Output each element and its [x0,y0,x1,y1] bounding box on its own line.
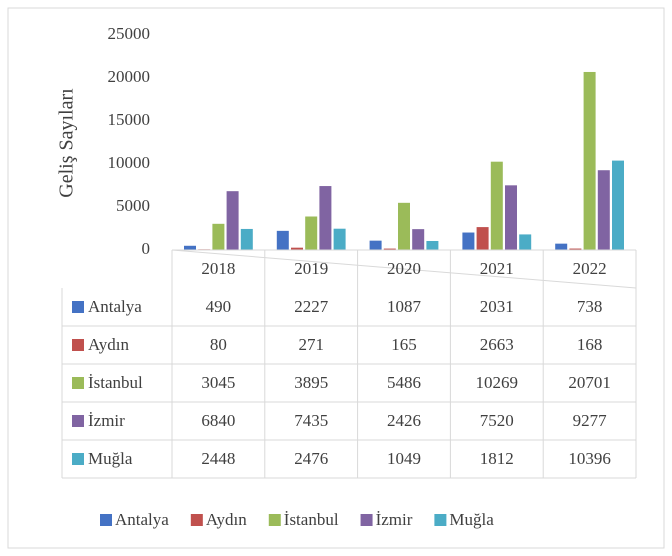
y-tick-label: 15000 [108,110,151,129]
table-legend-key [72,301,84,313]
legend-key [434,514,447,526]
table-cell: 10269 [476,373,519,392]
bar [240,228,253,250]
bar [398,202,410,250]
table-cell: 2448 [201,449,235,468]
bar [597,170,610,250]
legend-label: Aydın [206,510,247,529]
y-tick-label: 10000 [108,153,151,172]
x-tick-label: 2020 [387,259,421,278]
bar [555,243,568,250]
x-tick-label: 2021 [480,259,514,278]
table-cell: 20701 [568,373,611,392]
table-row-label: İstanbul [88,373,143,392]
table-cell: 2031 [480,297,514,316]
table-cell: 5486 [387,373,421,392]
table-cell: 7435 [294,411,328,430]
x-tick-label: 2022 [573,259,607,278]
bar [426,240,439,250]
bar [226,191,239,250]
bar [184,245,196,250]
bar [276,230,289,250]
table-cell: 2227 [294,297,329,316]
chart-border [7,7,665,549]
table-cell: 1087 [387,297,422,316]
table-cell: 168 [577,335,603,354]
table-cell: 2663 [480,335,514,354]
bar [412,229,425,250]
table-cell: 1049 [387,449,421,468]
y-tick-label: 20000 [108,67,151,86]
table-row-label: Muğla [88,449,133,468]
bar [612,160,624,250]
table-cell: 6840 [201,411,235,430]
table-legend-key [72,377,84,389]
legend-key [268,514,281,526]
bar [369,240,382,250]
bar [383,248,396,250]
y-tick-label: 0 [142,239,151,258]
bar [333,228,346,250]
legend-key [360,514,373,526]
y-axis-label: Geliş Sayıları [56,88,78,198]
legend-label: İstanbul [284,510,339,529]
legend-key [100,514,112,526]
bar [583,71,596,250]
table-cell: 3045 [201,373,235,392]
bar [490,161,503,250]
table-legend-key [72,339,84,351]
table-cell: 10396 [568,449,611,468]
table-row-label: İzmir [88,411,125,430]
x-tick-label: 2018 [201,259,235,278]
bar [291,247,303,250]
table-cell: 2476 [294,449,328,468]
table-cell: 7520 [480,411,514,430]
table-cell: 2426 [387,411,421,430]
table-row-label: Antalya [88,297,142,316]
bar [319,186,332,250]
y-tick-label: 5000 [116,196,150,215]
bar [476,227,489,250]
bar [212,223,225,250]
table-cell: 3895 [294,373,328,392]
bar [462,232,475,250]
bar [305,216,318,250]
table-legend-key [72,453,84,465]
y-tick-label: 25000 [108,24,151,43]
legend-label: İzmir [376,510,413,529]
table-cell: 9277 [573,411,608,430]
table-line [171,249,637,289]
table-cell: 271 [298,335,324,354]
bar [505,185,517,250]
legend-label: Antalya [115,510,169,529]
table-legend-key [72,415,84,427]
legend-label: Muğla [449,510,494,529]
bar [519,234,532,250]
table-cell: 490 [206,297,232,316]
table-cell: 738 [577,297,603,316]
table-cell: 1812 [480,449,514,468]
table-cell: 80 [210,335,227,354]
x-tick-label: 2019 [294,259,328,278]
bar [569,248,582,250]
table-row-label: Aydın [88,335,129,354]
legend-key [190,514,203,526]
table-cell: 165 [391,335,417,354]
